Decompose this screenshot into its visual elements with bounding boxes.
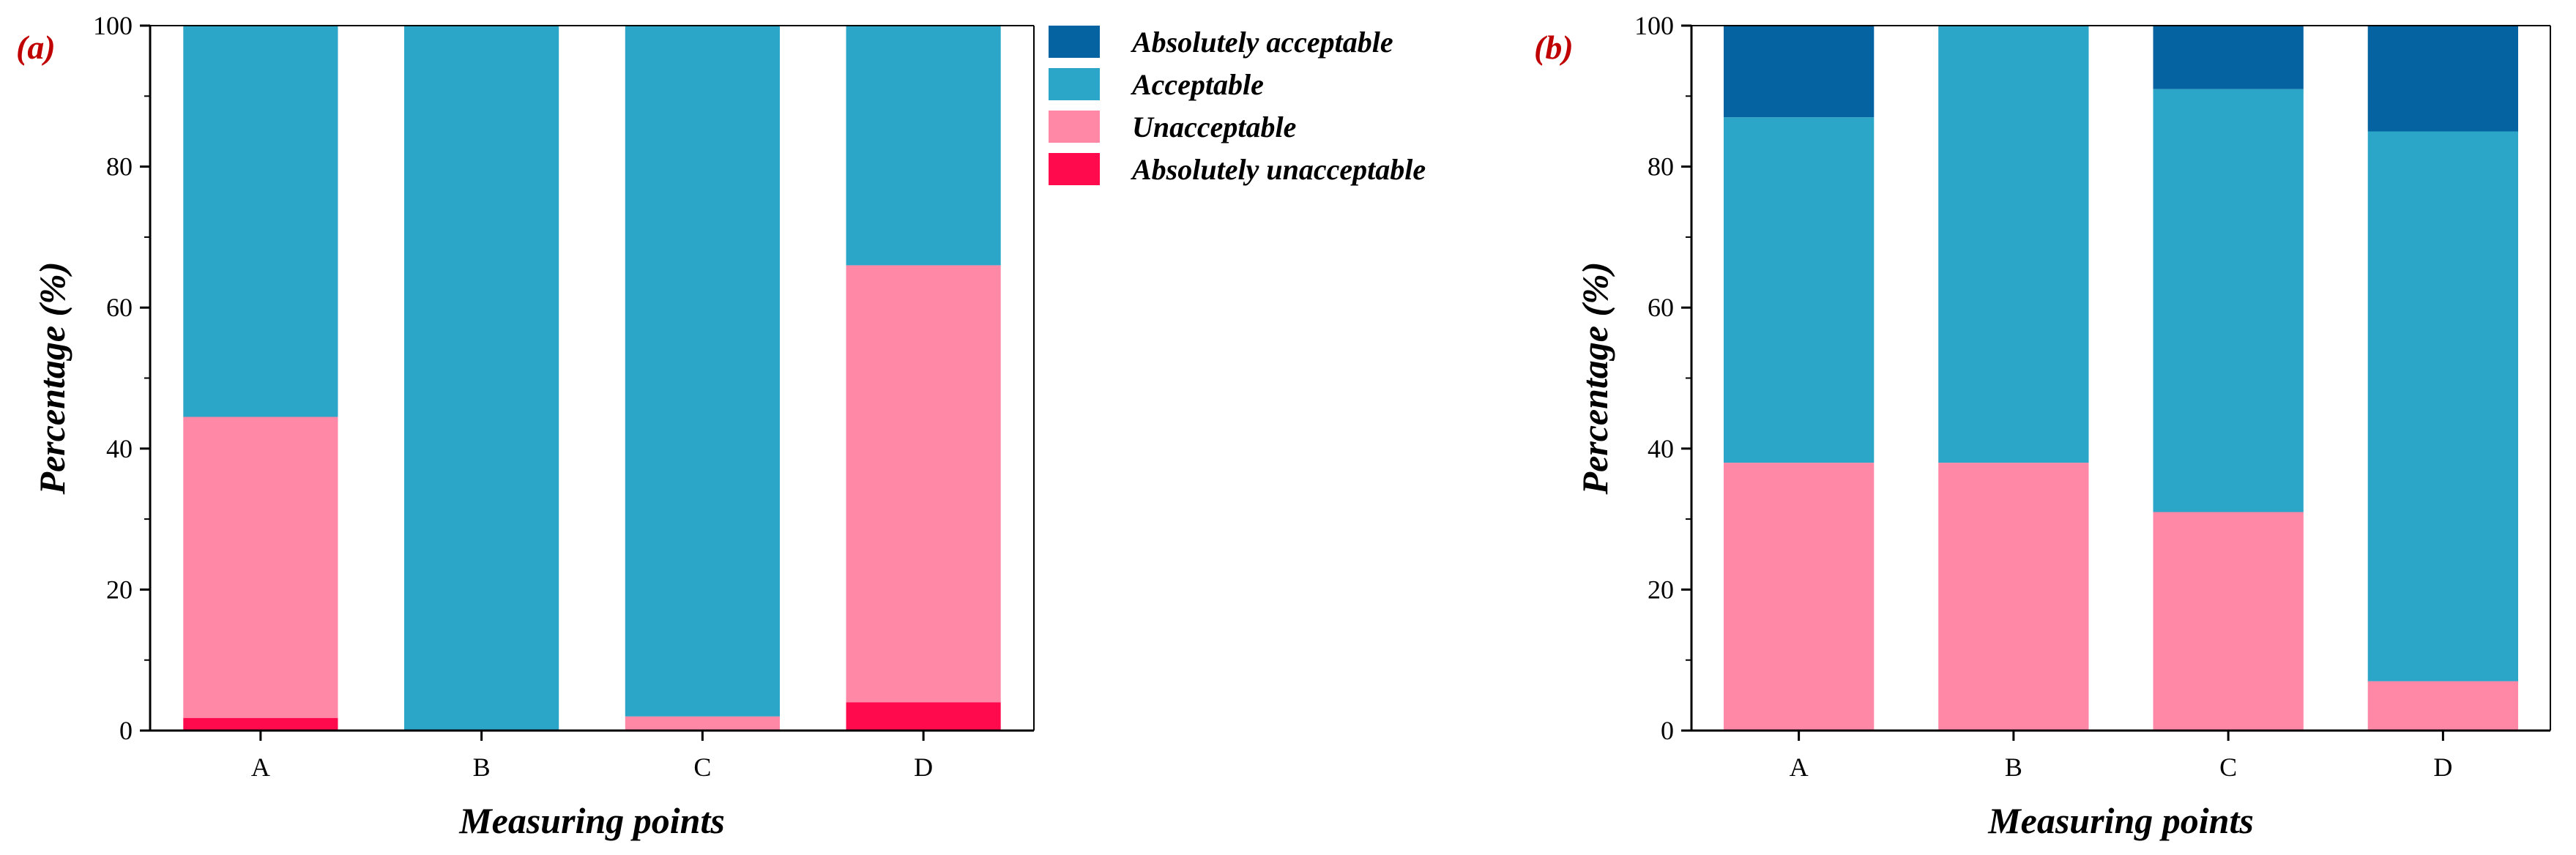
x-tick-label-d: D	[914, 753, 933, 782]
x-tick-label-a: A	[251, 753, 270, 782]
legend-swatch-absolutely-acceptable	[1049, 26, 1100, 58]
legend-label-acceptable: Acceptable	[1130, 68, 1264, 101]
y-tick-label: 0	[119, 716, 133, 745]
bar-b-unacceptable	[1938, 463, 2089, 731]
bar-a-acceptable	[1724, 117, 1875, 463]
legend: Absolutely acceptable Acceptable Unaccepta…	[1049, 26, 1426, 186]
bar-a-absolutely-acceptable	[1724, 26, 1875, 118]
y-tick-label: 100	[93, 11, 133, 40]
bar-c-acceptable	[2153, 89, 2304, 512]
bar-c-unacceptable	[2153, 512, 2304, 731]
panel-label: (a)	[16, 29, 56, 66]
chart-panel-a: 0 20 40 60 80 100 A B C D Measuring points Percenta…	[16, 11, 1035, 841]
legend-swatch-absolutely-unacceptable	[1049, 153, 1100, 185]
y-tick-label: 40	[1648, 434, 1674, 463]
y-tick-label: 80	[106, 152, 133, 182]
bar-d-absolutely-unacceptable	[846, 702, 1001, 731]
x-tick-label-c: C	[693, 753, 711, 782]
legend-label-absolutely-unacceptable: Absolutely unacceptable	[1130, 153, 1426, 186]
bar-d-unacceptable	[2367, 681, 2518, 731]
y-axis-title: Percentage (%)	[31, 262, 72, 496]
bar-d-absolutely-acceptable	[2367, 26, 2518, 132]
x-axis-title: Measuring points	[1987, 800, 2254, 841]
bar-c-absolutely-acceptable	[2153, 26, 2304, 89]
bar-d-unacceptable	[846, 265, 1001, 703]
bar-a-unacceptable	[1724, 463, 1875, 731]
legend-swatch-unacceptable	[1049, 111, 1100, 143]
y-tick-label: 0	[1661, 716, 1674, 745]
y-tick-label: 40	[106, 434, 133, 463]
legend-swatch-acceptable	[1049, 68, 1100, 100]
y-tick-label: 100	[1634, 11, 1674, 40]
x-tick-label-b: B	[473, 753, 491, 782]
x-tick-label-a: A	[1790, 753, 1809, 782]
bar-c-acceptable	[625, 26, 780, 717]
chart-panel-b: 0 20 40 60 80 100 A B C D Measuring points Percenta…	[1534, 11, 2551, 841]
bar-d-acceptable	[846, 26, 1001, 266]
bar-a-unacceptable	[183, 417, 338, 718]
legend-label-unacceptable: Unacceptable	[1132, 111, 1296, 143]
panel-label: (b)	[1534, 29, 1574, 66]
y-tick-label: 60	[1648, 293, 1674, 322]
bar-d-acceptable	[2367, 131, 2518, 682]
x-axis-title: Measuring points	[458, 800, 725, 841]
bar-a-absolutely-unacceptable	[183, 717, 338, 731]
y-tick-label: 80	[1648, 152, 1674, 182]
x-tick-label-c: C	[2219, 753, 2237, 782]
bar-a-acceptable	[183, 26, 338, 417]
y-axis-title: Percentage (%)	[1574, 262, 1615, 496]
y-tick-label: 20	[106, 575, 133, 604]
bar-c-unacceptable	[625, 716, 780, 731]
legend-label-absolutely-acceptable: Absolutely acceptable	[1130, 26, 1393, 59]
x-tick-label-d: D	[2433, 753, 2452, 782]
y-tick-label: 60	[106, 293, 133, 322]
x-tick-label-b: B	[2005, 753, 2022, 782]
bar-b-acceptable	[1938, 26, 2089, 463]
y-tick-label: 20	[1648, 575, 1674, 604]
bar-b-acceptable	[404, 26, 559, 731]
